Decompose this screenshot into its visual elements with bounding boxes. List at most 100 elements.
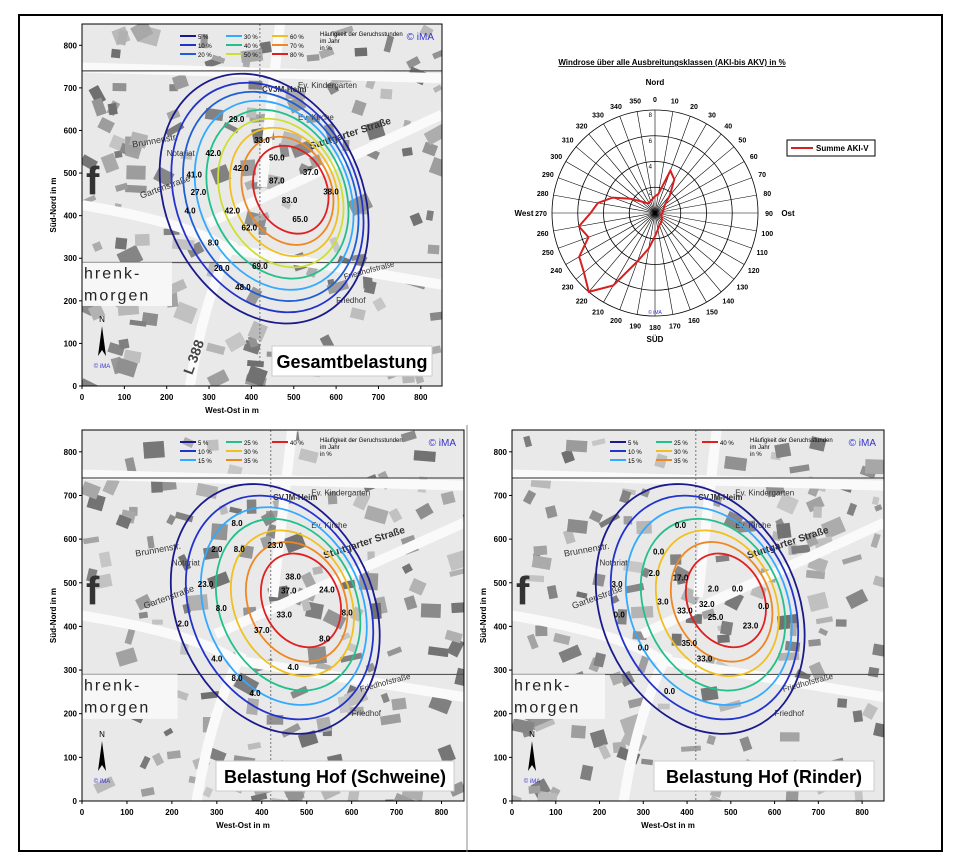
contour-label: 50.0 xyxy=(269,153,285,162)
contour-line xyxy=(184,494,375,721)
rose-direction-label: 150 xyxy=(706,310,718,317)
legend-title: Häufigkeit der Geruchsstunden im Jahr in % xyxy=(320,32,403,52)
building xyxy=(115,647,138,667)
rose-direction-label: 160 xyxy=(688,318,700,325)
rose-spoke xyxy=(553,194,656,214)
building xyxy=(327,491,338,505)
building xyxy=(250,792,268,801)
rose-spoke xyxy=(654,146,735,214)
road xyxy=(82,62,442,84)
contour-label: 0.0 xyxy=(638,643,650,652)
building xyxy=(386,646,403,657)
x-tick-label: 0 xyxy=(80,808,85,817)
building xyxy=(535,625,548,637)
contour-label: 2.0 xyxy=(211,545,223,554)
y-tick-label: 800 xyxy=(494,448,508,457)
building xyxy=(448,781,464,797)
rose-direction-label: 230 xyxy=(562,284,574,291)
building xyxy=(451,601,464,614)
building xyxy=(186,241,205,258)
rose-legend-box xyxy=(786,139,876,157)
place-label: Notariat xyxy=(167,149,196,158)
contour-label: 33.0 xyxy=(254,136,270,145)
building xyxy=(343,686,369,708)
legend-label: 10 % xyxy=(198,44,212,50)
building xyxy=(205,342,226,355)
rose-direction-label: 290 xyxy=(542,172,554,179)
building xyxy=(429,310,442,321)
building xyxy=(306,54,320,62)
building xyxy=(617,609,628,625)
building xyxy=(533,545,548,556)
building xyxy=(588,510,604,524)
building xyxy=(200,33,208,49)
road xyxy=(82,200,229,253)
building xyxy=(852,710,864,723)
legend-label: 30 % xyxy=(674,450,688,456)
building xyxy=(835,619,847,627)
building xyxy=(322,608,347,630)
panel-title-box xyxy=(215,760,455,792)
rose-south-label: SÜD xyxy=(647,335,664,344)
building xyxy=(211,54,226,64)
contour-label: 37.0 xyxy=(303,168,319,177)
building xyxy=(318,46,335,60)
building xyxy=(88,303,106,321)
building xyxy=(349,307,366,321)
building xyxy=(332,25,354,38)
building xyxy=(719,620,734,636)
building xyxy=(871,496,880,506)
x-axis-label: West-Ost in m xyxy=(205,406,259,415)
contour-label: 23.0 xyxy=(267,541,283,550)
legend-label: 30 % xyxy=(244,450,258,456)
building xyxy=(701,608,716,620)
contour-line xyxy=(158,72,370,325)
building xyxy=(86,568,98,583)
rose-direction-label: 320 xyxy=(576,124,588,131)
contour-label: 23.0 xyxy=(743,622,759,631)
building xyxy=(808,661,826,681)
y-tick-label: 500 xyxy=(64,579,78,588)
rose-direction-label: 330 xyxy=(592,112,604,119)
town-band xyxy=(82,674,178,719)
x-tick-label: 700 xyxy=(372,393,386,402)
y-tick-label: 600 xyxy=(64,535,78,544)
contour-line xyxy=(217,117,345,269)
contour-line xyxy=(229,529,355,678)
contour-line xyxy=(259,552,342,649)
contour-label: 2.0 xyxy=(708,584,720,593)
rose-ring-label: 6 xyxy=(649,139,653,145)
building xyxy=(379,713,402,726)
rose-direction-label: 50 xyxy=(738,138,746,145)
y-tick-label: 800 xyxy=(64,448,78,457)
building xyxy=(534,719,556,732)
contour-label: 62.0 xyxy=(242,224,258,233)
x-tick-label: 600 xyxy=(768,808,782,817)
copyright-text: © iMA xyxy=(407,32,435,43)
x-tick-label: 0 xyxy=(510,808,515,817)
legend-label: 15 % xyxy=(198,459,212,465)
contour-label: 4.0 xyxy=(184,207,196,216)
building xyxy=(854,789,864,801)
building xyxy=(207,571,230,590)
contour-line xyxy=(654,529,780,678)
x-tick-label: 700 xyxy=(812,808,826,817)
rose-spoke xyxy=(654,111,674,214)
building xyxy=(166,514,177,526)
building xyxy=(316,716,332,734)
building xyxy=(818,627,829,636)
building xyxy=(870,533,881,549)
building xyxy=(428,156,442,178)
y-tick-label: 400 xyxy=(64,622,78,631)
building xyxy=(364,120,386,141)
rose-spoke xyxy=(553,212,656,232)
building xyxy=(791,544,811,555)
building xyxy=(406,56,421,69)
building xyxy=(166,750,181,760)
building xyxy=(528,785,541,794)
building xyxy=(589,729,609,749)
building xyxy=(116,29,129,46)
